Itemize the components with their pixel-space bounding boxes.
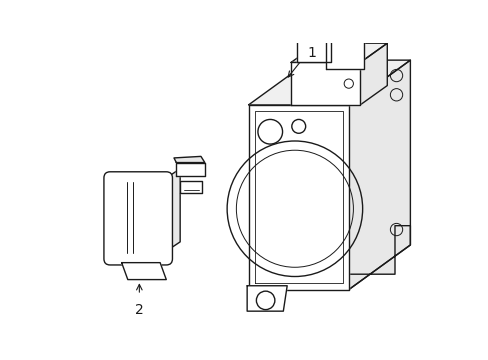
Polygon shape xyxy=(254,111,342,283)
Polygon shape xyxy=(297,22,346,33)
Polygon shape xyxy=(174,156,204,163)
Polygon shape xyxy=(246,286,286,311)
Polygon shape xyxy=(176,163,204,176)
Polygon shape xyxy=(290,62,360,105)
Polygon shape xyxy=(297,33,330,62)
Polygon shape xyxy=(122,263,166,280)
Polygon shape xyxy=(360,43,386,105)
Text: 1: 1 xyxy=(306,46,315,60)
FancyBboxPatch shape xyxy=(104,172,172,265)
Polygon shape xyxy=(348,60,409,289)
Polygon shape xyxy=(248,60,409,105)
Polygon shape xyxy=(166,169,180,251)
Polygon shape xyxy=(325,41,364,69)
Polygon shape xyxy=(348,226,409,289)
Polygon shape xyxy=(325,31,377,41)
Polygon shape xyxy=(248,105,348,289)
Polygon shape xyxy=(290,43,386,62)
Polygon shape xyxy=(180,181,202,193)
Text: 2: 2 xyxy=(135,303,143,317)
